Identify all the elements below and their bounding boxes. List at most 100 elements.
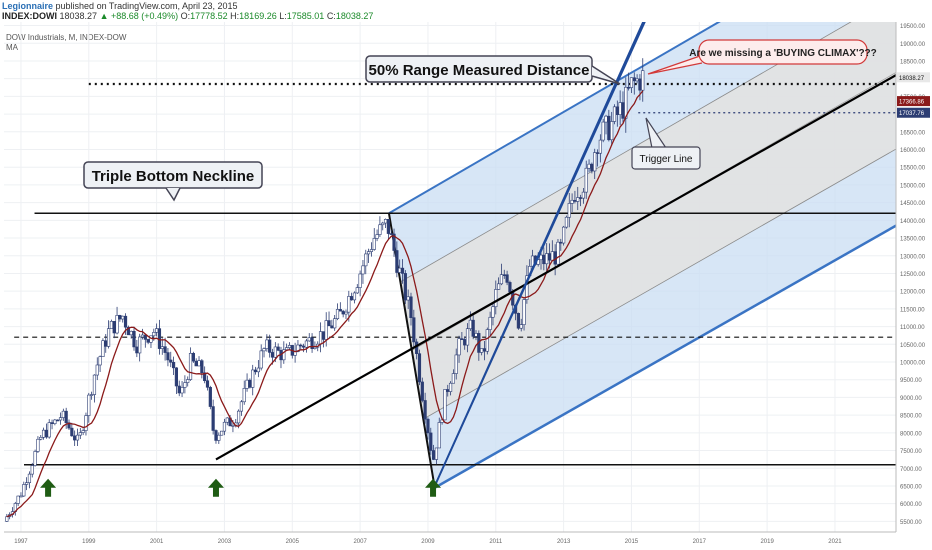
candle-body (638, 78, 642, 91)
candle-body (58, 417, 63, 421)
candle-body (152, 332, 156, 337)
candle-body (188, 353, 193, 380)
candle-body (550, 251, 554, 261)
candle-body (434, 447, 439, 460)
up-arrow-icon (40, 478, 57, 497)
candle-body (482, 348, 487, 352)
candle-body (307, 337, 311, 342)
measured-distance-callout[interactable]: 50% Range Measured Distance (365, 55, 621, 85)
candle-body (5, 516, 9, 522)
y-tick-label: 11000.00 (900, 325, 925, 331)
candle-body (330, 325, 334, 329)
candle-body (576, 197, 580, 202)
candle-body (231, 425, 235, 427)
x-tick-label: 2019 (760, 539, 774, 545)
candle-body (333, 318, 337, 329)
candle-body (39, 436, 43, 440)
candle-body (525, 275, 529, 300)
candle-body (567, 203, 571, 218)
candle-body (573, 199, 577, 202)
triple-bottom-callout[interactable]: Triple Bottom Neckline (83, 161, 263, 202)
candle-body (87, 394, 91, 416)
y-tick-label: 8500.00 (900, 414, 922, 420)
candle-body (304, 340, 309, 348)
candle-body (432, 450, 436, 460)
candle-body (383, 219, 388, 224)
candle-body (610, 121, 614, 141)
candle-body (259, 350, 263, 369)
candle-body (50, 422, 54, 424)
candle-body (166, 352, 170, 361)
candle-body (480, 348, 484, 353)
channel-bottom-line (434, 224, 896, 489)
candle-body (406, 296, 410, 301)
candle-body (364, 253, 368, 267)
candle-body (222, 421, 227, 432)
candle-body (183, 382, 187, 388)
candle-body (205, 380, 210, 388)
candle-body (347, 296, 351, 313)
candle-body (502, 274, 506, 276)
candle-body (367, 251, 371, 255)
candle-body (208, 387, 212, 407)
candle-body (70, 427, 74, 437)
candle-body (562, 226, 566, 244)
author-name[interactable]: Legionnaire (2, 1, 54, 11)
candle-body (601, 121, 605, 141)
candle-body (417, 353, 422, 383)
candle-body (624, 86, 628, 119)
trigger-callout[interactable]: Trigger Line (631, 117, 701, 170)
candle-body (112, 321, 116, 334)
candle-body (27, 473, 32, 483)
candle-body (372, 238, 376, 250)
candle-body (121, 315, 125, 320)
climax-callout[interactable]: Are we missing a 'BUYING CLIMAX'??? (647, 39, 877, 75)
candle-body (16, 495, 20, 504)
x-tick-label: 2001 (150, 539, 164, 545)
candle-body (403, 273, 407, 301)
x-tick-label: 2013 (557, 539, 571, 545)
candle-body (171, 362, 176, 369)
candle-body (169, 359, 173, 363)
candle-body (191, 353, 195, 362)
candle-body (276, 346, 280, 351)
candle-body (36, 438, 40, 452)
open-label: O: (180, 11, 191, 21)
candle-body (578, 197, 583, 199)
candle-body (197, 360, 201, 367)
candle-body (581, 191, 586, 199)
legend-ma: MA (6, 43, 18, 52)
candle-body (547, 253, 552, 261)
candle-body (590, 163, 594, 172)
candle-body (296, 344, 300, 353)
candle-body (22, 484, 26, 497)
candle-body (615, 106, 619, 115)
y-tick-label: 10000.00 (900, 361, 926, 367)
x-tick-label: 2021 (828, 539, 842, 545)
candle-body (344, 311, 348, 315)
candle-body (556, 241, 560, 265)
ma-value-badge-bg (897, 96, 930, 107)
candle-body (299, 344, 303, 347)
candle-body (143, 334, 147, 340)
candle-body (426, 418, 430, 434)
trendlines-layer (215, 22, 896, 487)
x-tick-label: 2009 (421, 539, 435, 545)
candle-body (265, 339, 269, 349)
candle-body (409, 296, 413, 318)
y-tick-label: 19000.00 (900, 42, 926, 48)
x-tick-label: 2007 (353, 539, 367, 545)
legend-symbol: DOW Industrials, M, INDEX-DOW (6, 33, 127, 42)
candle-body (256, 367, 260, 373)
candle-body (47, 422, 51, 438)
candle-body (355, 287, 359, 294)
symbol-label: INDEX:DOWI (2, 11, 57, 21)
low-value: 17585.01 (286, 11, 325, 21)
candle-body (177, 385, 181, 394)
x-tick-label: 2005 (286, 539, 300, 545)
trigger-value-badge-bg (897, 107, 930, 118)
measured-distance-label: 50% Range Measured Distance (369, 62, 590, 79)
candle-body (245, 379, 249, 389)
